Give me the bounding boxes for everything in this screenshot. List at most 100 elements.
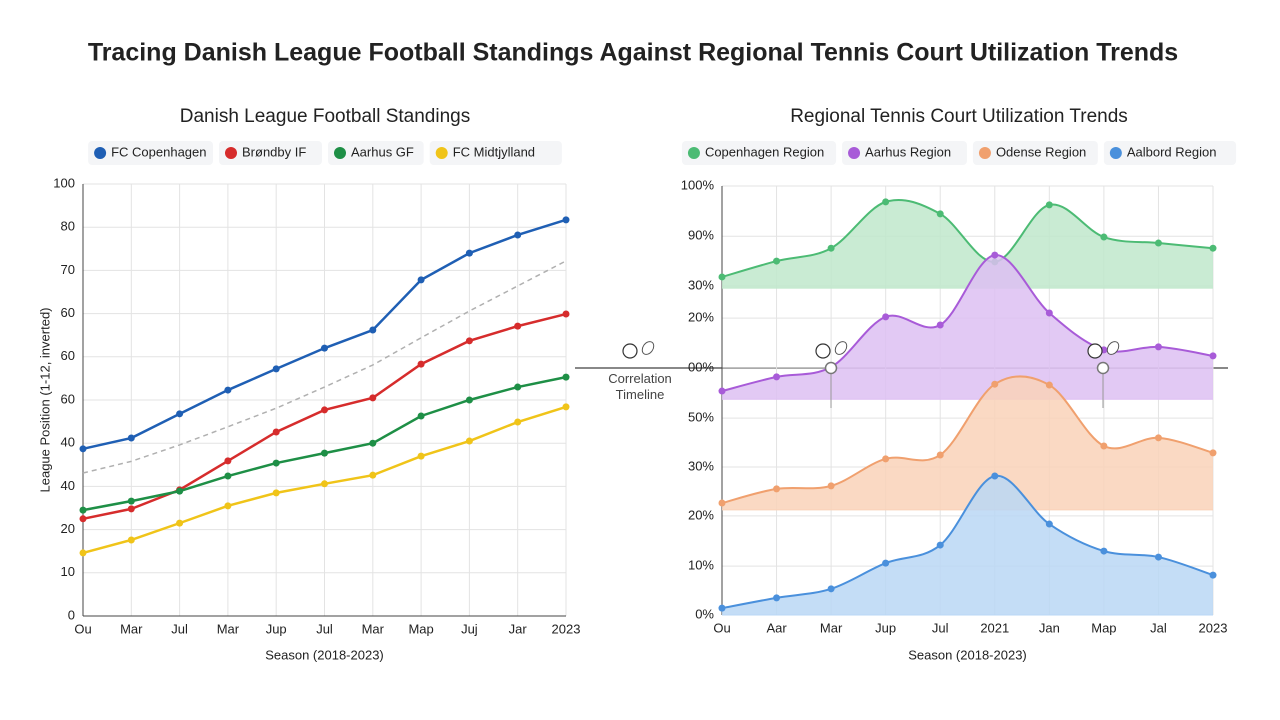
data-point — [465, 337, 473, 345]
data-point — [1100, 547, 1108, 555]
data-point — [176, 410, 184, 418]
racket-icon — [641, 341, 655, 355]
x-tick-label: Mar — [217, 621, 240, 636]
legend-label: FC Copenhagen — [111, 144, 206, 159]
legend-swatch — [978, 147, 991, 159]
series-line — [721, 254, 1214, 393]
data-point — [224, 472, 232, 480]
data-point — [936, 541, 944, 549]
legend-item-bg — [1103, 141, 1237, 165]
data-point — [514, 383, 522, 391]
y-tick-label: 70 — [61, 262, 75, 277]
ball-icon — [815, 343, 831, 359]
legend-item-bg — [88, 141, 213, 165]
data-point — [991, 472, 999, 480]
legend-swatch — [225, 147, 237, 159]
legend-item-bg — [842, 141, 967, 165]
data-point — [369, 439, 377, 447]
racket-icon — [1106, 341, 1120, 355]
x-tick-label: Mar — [120, 621, 143, 636]
data-point — [827, 244, 835, 252]
data-point — [991, 251, 999, 259]
data-point — [882, 313, 890, 321]
x-tick-label: 2021 — [980, 620, 1009, 635]
legend-label: Aalbord Region — [1127, 144, 1217, 159]
legend-swatch — [687, 147, 700, 159]
x-tick-label: 2023 — [552, 621, 581, 636]
data-point — [562, 403, 570, 411]
y-tick-label: 40 — [61, 435, 75, 450]
data-point — [1209, 571, 1217, 579]
x-tick-label: Jar — [509, 621, 528, 636]
y-tick-label: 00% — [688, 359, 714, 374]
legend-item-bg — [328, 141, 424, 165]
data-point — [369, 326, 377, 334]
y-tick-label: 100% — [681, 177, 715, 192]
legend-item-bg — [219, 141, 322, 165]
y-tick-label: 30% — [688, 277, 714, 292]
data-point — [176, 519, 184, 527]
data-point — [1100, 233, 1108, 241]
chart-title: Regional Tennis Court Utilization Trends — [790, 106, 1128, 127]
legend-label: Copenhagen Region — [705, 144, 824, 159]
y-tick-label: 10 — [61, 564, 75, 579]
trend-line — [82, 260, 567, 474]
y-axis-label: League Position (1-12, inverted) — [37, 307, 52, 492]
data-point — [773, 373, 781, 381]
data-point — [127, 497, 135, 505]
x-tick-label: Jup — [266, 621, 287, 636]
data-point — [321, 480, 328, 488]
data-point — [321, 449, 328, 457]
y-tick-label: 90% — [688, 228, 714, 243]
chart-title: Danish League Football Standings — [180, 106, 470, 127]
data-point — [936, 210, 944, 218]
data-point — [127, 434, 135, 442]
x-tick-label: Aar — [766, 620, 787, 635]
legend-label: Aarhus Region — [865, 144, 951, 159]
y-tick-label: 10% — [688, 558, 714, 573]
y-tick-label: 60 — [61, 305, 75, 320]
y-tick-label: 50% — [688, 410, 714, 425]
series-area — [722, 199, 1213, 289]
data-point — [369, 394, 377, 402]
data-point — [465, 249, 473, 257]
y-tick-label: 100 — [53, 175, 75, 190]
x-tick-label: Jul — [932, 620, 949, 635]
y-tick-label: 40 — [61, 478, 75, 493]
data-point — [272, 365, 280, 373]
data-point — [1154, 553, 1162, 561]
data-point — [79, 549, 87, 557]
data-point — [1154, 434, 1162, 442]
data-point — [127, 505, 135, 513]
series-area — [722, 255, 1213, 400]
data-point — [224, 457, 232, 465]
legend-label: Odense Region — [996, 144, 1086, 159]
x-tick-label: Jul — [171, 621, 188, 636]
data-point — [562, 310, 570, 318]
marker — [1096, 361, 1110, 375]
data-point — [1209, 449, 1217, 457]
y-tick-label: 20 — [61, 521, 75, 536]
data-point — [718, 604, 726, 612]
x-tick-label: Jan — [1039, 620, 1060, 635]
data-point — [773, 257, 781, 265]
data-point — [465, 396, 473, 404]
data-point — [827, 585, 835, 593]
data-point — [1045, 309, 1053, 317]
data-point — [882, 198, 890, 206]
data-point — [991, 380, 999, 388]
data-point — [224, 502, 232, 510]
data-point — [718, 273, 726, 281]
data-point — [1209, 352, 1217, 360]
data-point — [1154, 343, 1162, 351]
series-area — [722, 376, 1213, 510]
data-point — [718, 499, 726, 507]
data-point — [936, 451, 944, 459]
y-tick-label: 20% — [688, 310, 714, 325]
data-point — [272, 428, 280, 436]
x-axis-label: Season (2018-2023) — [265, 647, 384, 662]
data-point — [417, 276, 425, 284]
y-tick-label: 30% — [688, 458, 714, 473]
data-point — [1154, 239, 1162, 247]
